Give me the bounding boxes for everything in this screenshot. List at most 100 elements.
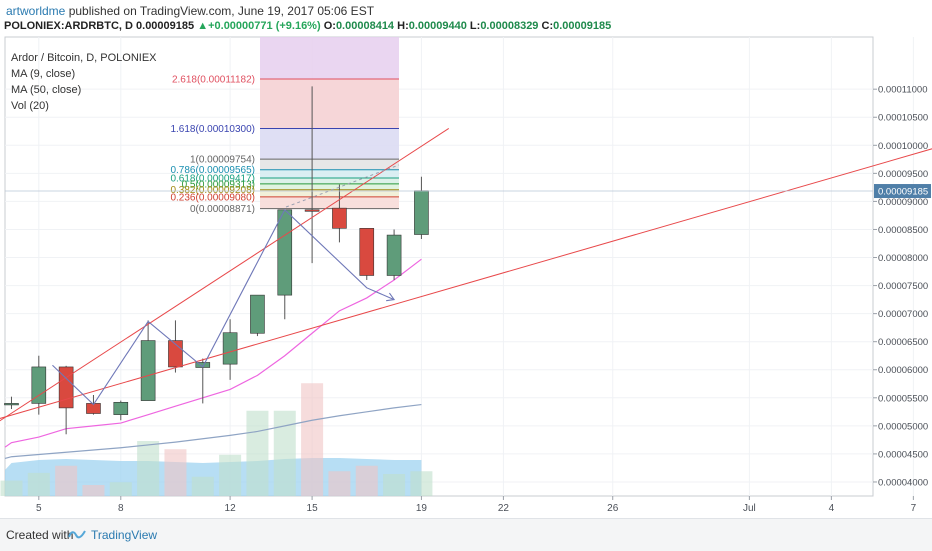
y-tick-label: 0.00004500 [878,449,928,460]
price-change: +0.00000771 (+9.16%) [208,20,321,32]
candle-body[interactable] [140,340,156,401]
y-tick-label: 0.00007000 [878,309,928,320]
volume-bar [191,476,214,496]
open-value: 0.00008414 [335,20,395,32]
volume-bar [246,410,269,496]
y-tick-label: 0.00004000 [878,477,928,488]
volume-bar [273,410,296,496]
volume-bar [82,485,105,496]
y-tick-label: 0.00011000 [878,85,928,96]
publish-line: artworldme published on TradingView.com,… [6,4,374,18]
x-tick-label: Jul [743,503,756,514]
fib-level-label: 0.786(0.00009565) [170,165,255,176]
pattern-path[interactable] [52,208,395,406]
x-tick-label: 26 [607,503,619,514]
candle-body[interactable] [304,209,320,212]
candle-body[interactable] [58,366,74,409]
y-tick-label: 0.00010500 [878,113,928,124]
legend-vol[interactable]: Vol (20) [11,100,49,112]
fib-level-label: 0.5(0.00009313) [182,179,255,190]
y-tick-label: 0.00006000 [878,365,928,376]
volume-bar [109,482,132,496]
y-tick-label: 0.00005000 [878,421,928,432]
fib-zone [260,78,399,129]
plot-area [4,36,874,497]
x-tick-label: 4 [829,503,835,514]
low-label: L: [469,20,481,32]
x-tick-label: 19 [416,503,428,514]
trend-line[interactable] [0,128,450,439]
volume-bar [137,441,160,496]
candle-body[interactable] [332,207,347,229]
y-tick-label: 0.00008500 [878,225,928,236]
x-tick-label: 22 [498,503,510,514]
high-label: H: [397,20,409,32]
ma50-line [4,403,422,459]
fib-zone [260,178,399,184]
price-axis[interactable]: 0.00011000 0.00010500 0.00010000 0.00009500… [873,85,928,489]
fib-level-label: 0.236(0.00009080) [170,192,255,203]
up-triangle-icon: ▲ [197,20,209,32]
candle-body[interactable] [222,332,238,365]
symbol-name[interactable]: POLONIEX:ARDRBTC, D [4,20,133,32]
fib-level-label: 1.618(0.00010300) [170,124,255,135]
fib-level-label: 0(0.00008871) [190,204,255,215]
created-with-label: Created with [6,528,74,542]
fib-zone [260,196,399,209]
x-tick-label: 12 [225,503,237,514]
y-tick-label: 0.00010000 [878,141,928,152]
fib-level-label: 1(0.00009754) [190,155,255,166]
time-axis[interactable]: 581215192226Jul4710 [36,496,932,514]
candle-body[interactable] [386,234,402,276]
price-chart[interactable]: 2.618(0.00011182) 1.618(0.00010300) 1(0.00… [0,0,932,518]
y-tick-label: 0.00008000 [878,253,928,264]
projection-line [285,164,400,208]
candle-body[interactable] [250,294,265,334]
low-value: 0.00008329 [480,20,539,32]
open-label: O: [323,20,336,32]
footer-bar: Created with TradingView [0,518,932,551]
candle-body[interactable] [414,190,429,235]
volume-bar [301,383,324,496]
fib-zone [260,183,399,190]
fib-zone [260,159,399,170]
candle-body[interactable] [359,228,375,276]
y-tick-label: 0.00006500 [878,337,928,348]
x-tick-label: 15 [307,503,319,514]
close-label: C: [541,20,554,32]
high-value: 0.00009440 [408,20,467,32]
tradingview-logo-icon[interactable] [68,528,86,540]
candle-body[interactable] [4,403,19,406]
last-price-tag: 0.00009185 [5,184,931,199]
candle-body[interactable] [31,366,47,404]
legend-ma9[interactable]: MA (9, close) [11,68,76,80]
drawings[interactable] [0,75,932,440]
fib-level-label: 2.618(0.00011182) [172,74,255,85]
candle-body[interactable] [277,209,293,296]
candle-body[interactable] [113,401,129,415]
publish-info: published on TradingView.com, June 19, 2… [68,4,375,18]
indicator-legend: Ardor / Bitcoin, D, POLONIEX MA (9, clos… [11,50,157,114]
pattern-arrowhead [386,292,396,302]
fib-zone [260,128,399,160]
volume-bar [55,465,78,496]
author-link[interactable]: artworldme [6,4,66,18]
fib-level-label: 0.618(0.00009417) [170,174,255,185]
fib-zone [260,169,399,179]
x-tick-label: 8 [118,503,124,514]
volume-bar [219,454,242,496]
close-value: 0.00009185 [553,20,612,32]
symbol-line: POLONIEX:ARDRBTC, D 0.00009185 ▲+0.00000… [4,20,611,32]
candle-body[interactable] [86,403,101,414]
tradingview-brand-link[interactable]: TradingView [91,528,158,542]
volume-bar [410,471,433,496]
candlestick-series[interactable] [0,86,429,435]
legend-ma50[interactable]: MA (50, close) [11,84,82,96]
fib-zone-top [260,37,399,79]
legend-title[interactable]: Ardor / Bitcoin, D, POLONIEX [11,52,157,64]
last-price-tag-label: 0.00009185 [878,187,928,198]
last-price-box [874,184,931,199]
y-tick-label: 0.00005500 [878,393,928,404]
volume-bar [355,465,378,496]
trend-line[interactable] [0,75,932,427]
